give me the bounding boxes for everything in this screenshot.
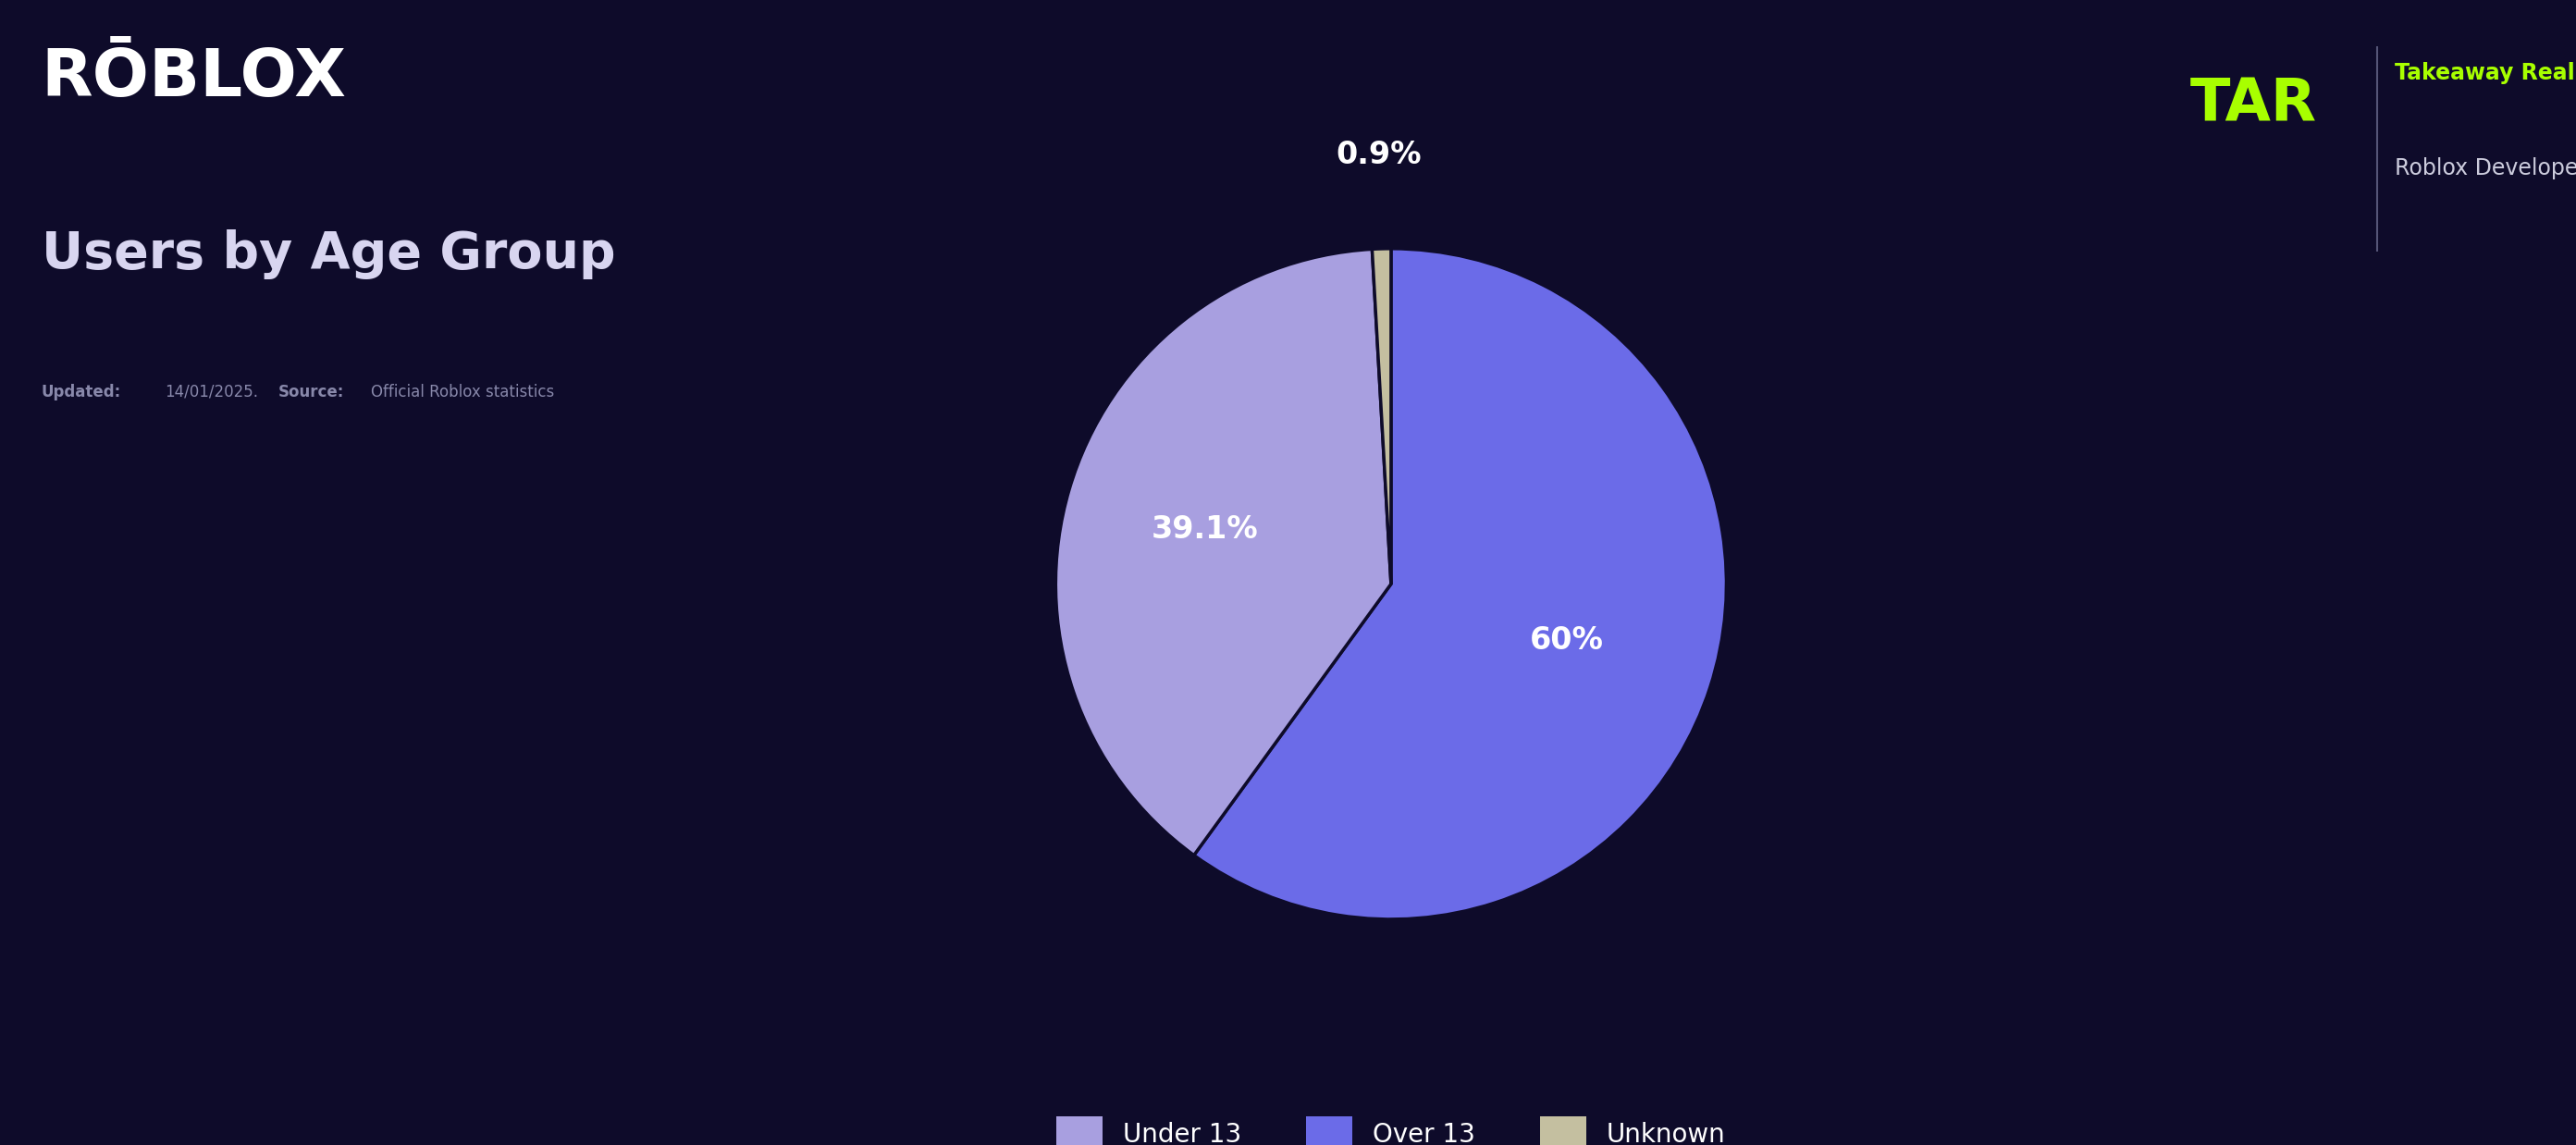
Text: TAR: TAR bbox=[2190, 77, 2316, 134]
Wedge shape bbox=[1373, 248, 1391, 584]
Text: Source:: Source: bbox=[278, 384, 345, 401]
Legend: Under 13, Over 13, Unknown: Under 13, Over 13, Unknown bbox=[1046, 1106, 1736, 1145]
Text: Takeaway Reality: Takeaway Reality bbox=[2396, 62, 2576, 85]
Text: Roblox Developers: Roblox Developers bbox=[2396, 157, 2576, 180]
Wedge shape bbox=[1193, 248, 1726, 919]
Text: 0.9%: 0.9% bbox=[1337, 140, 1422, 171]
Text: 60%: 60% bbox=[1530, 625, 1602, 656]
Text: Official Roblox statistics: Official Roblox statistics bbox=[371, 384, 554, 401]
Text: RŌBLOX: RŌBLOX bbox=[41, 46, 345, 110]
Text: Users by Age Group: Users by Age Group bbox=[41, 229, 616, 279]
Text: 39.1%: 39.1% bbox=[1151, 514, 1257, 544]
Wedge shape bbox=[1056, 250, 1391, 855]
Text: 14/01/2025.: 14/01/2025. bbox=[165, 384, 258, 401]
Text: Updated:: Updated: bbox=[41, 384, 121, 401]
